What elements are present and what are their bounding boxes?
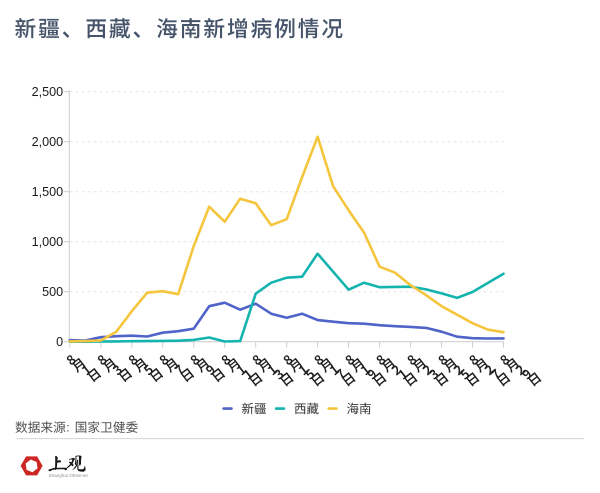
svg-text::: :	[66, 421, 69, 435]
svg-text:2,500: 2,500	[32, 85, 64, 99]
svg-text:1,000: 1,000	[32, 235, 64, 249]
svg-text:1,500: 1,500	[32, 185, 64, 199]
svg-text:0: 0	[56, 335, 63, 349]
svg-text:Shanghai Observer: Shanghai Observer	[49, 473, 89, 478]
svg-text:2,000: 2,000	[32, 135, 64, 149]
svg-text:500: 500	[42, 285, 63, 299]
